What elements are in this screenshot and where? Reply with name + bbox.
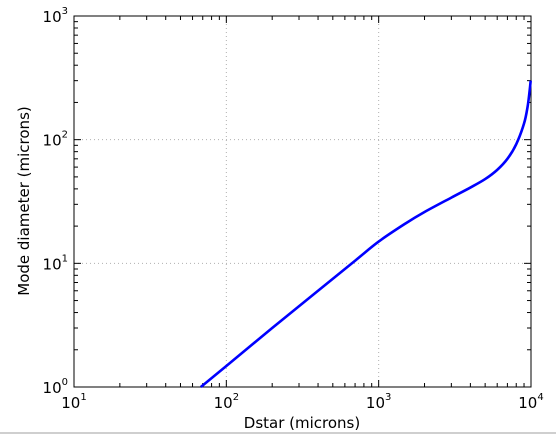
bottom-divider	[0, 432, 556, 434]
x-tick-label: 101	[61, 392, 86, 412]
x-tick-label: 104	[518, 392, 543, 412]
series-group	[199, 80, 532, 389]
tick-marks	[73, 15, 532, 388]
x-tick-labels: 101 102 103 104	[61, 392, 543, 412]
x-axis-label: Dstar (microns)	[244, 414, 360, 432]
y-tick-labels: 100 101 102 103	[43, 6, 68, 397]
y-axis-label: Mode diameter (microns)	[15, 106, 33, 295]
plot-frame	[73, 15, 532, 388]
x-tick-label: 103	[366, 392, 391, 412]
grid-lines	[74, 16, 531, 387]
y-tick-label: 102	[43, 130, 68, 150]
x-tick-label: 102	[214, 392, 239, 412]
y-tick-label: 101	[43, 253, 68, 273]
y-tick-label: 100	[43, 377, 68, 397]
series-line	[199, 80, 532, 389]
y-tick-label: 103	[43, 6, 68, 26]
